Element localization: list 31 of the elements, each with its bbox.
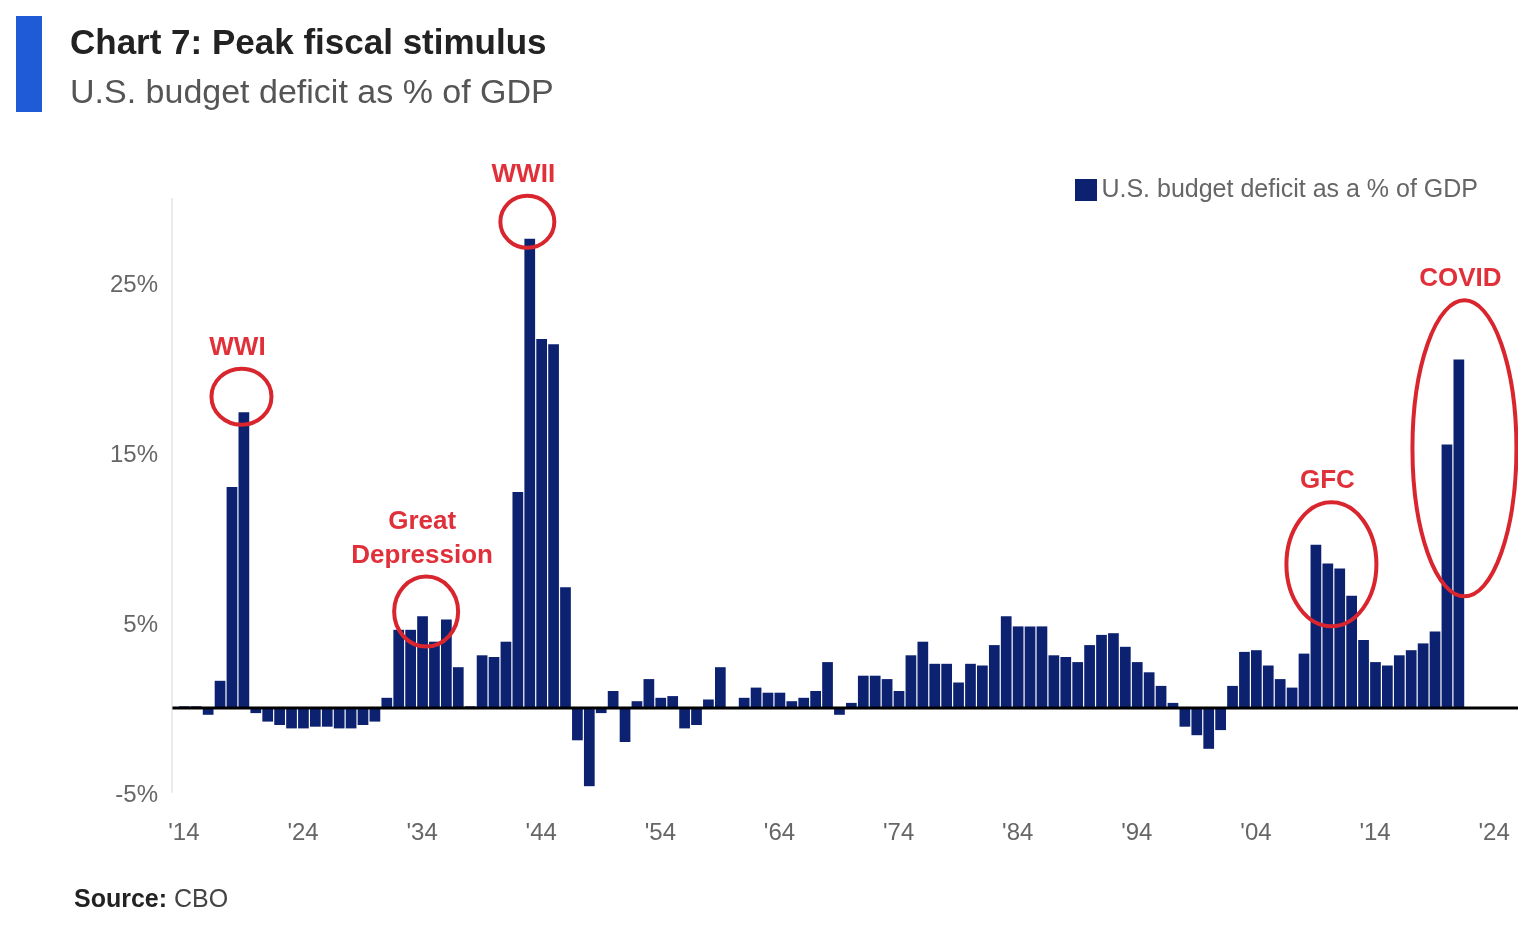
x-tick-label: '64 (763, 818, 796, 846)
x-tick-label: '44 (525, 818, 557, 846)
x-tick-label: '14 (168, 818, 200, 846)
y-tick-label: 15% (109, 439, 158, 467)
annotation: GFC (1299, 464, 1356, 495)
x-tick-label: '94 (1121, 818, 1153, 846)
x-tick-label: '24 (287, 818, 319, 846)
x-tick-label: '54 (644, 818, 677, 846)
bar (1298, 653, 1310, 708)
annotation: WWII (491, 157, 556, 188)
chart-title: Chart 7: Peak fiscal stimulus (70, 22, 547, 62)
x-tick-label: '74 (882, 818, 915, 846)
annotation: COVID (1419, 262, 1502, 293)
bar (238, 412, 250, 708)
bar (1024, 626, 1036, 708)
annotation: Great Depression (351, 504, 493, 569)
annotation: WWI (209, 330, 266, 361)
x-tick-label: '24 (1478, 818, 1510, 846)
bar (488, 657, 500, 708)
y-tick-label: 5% (123, 609, 158, 637)
source-note: Source: CBO (74, 884, 229, 913)
bar (1429, 631, 1441, 708)
x-tick-label: '04 (1240, 818, 1272, 846)
y-tick-label: 25% (109, 269, 158, 297)
bar (226, 487, 238, 708)
y-tick-label: -5% (115, 779, 158, 807)
x-tick-label: '84 (1002, 818, 1034, 846)
legend-label: U.S. budget deficit as a % of GDP (1101, 174, 1478, 202)
x-tick-label: '14 (1359, 818, 1391, 846)
chart-subtitle: U.S. budget deficit as % of GDP (70, 72, 554, 111)
x-tick-label: '34 (406, 818, 438, 846)
